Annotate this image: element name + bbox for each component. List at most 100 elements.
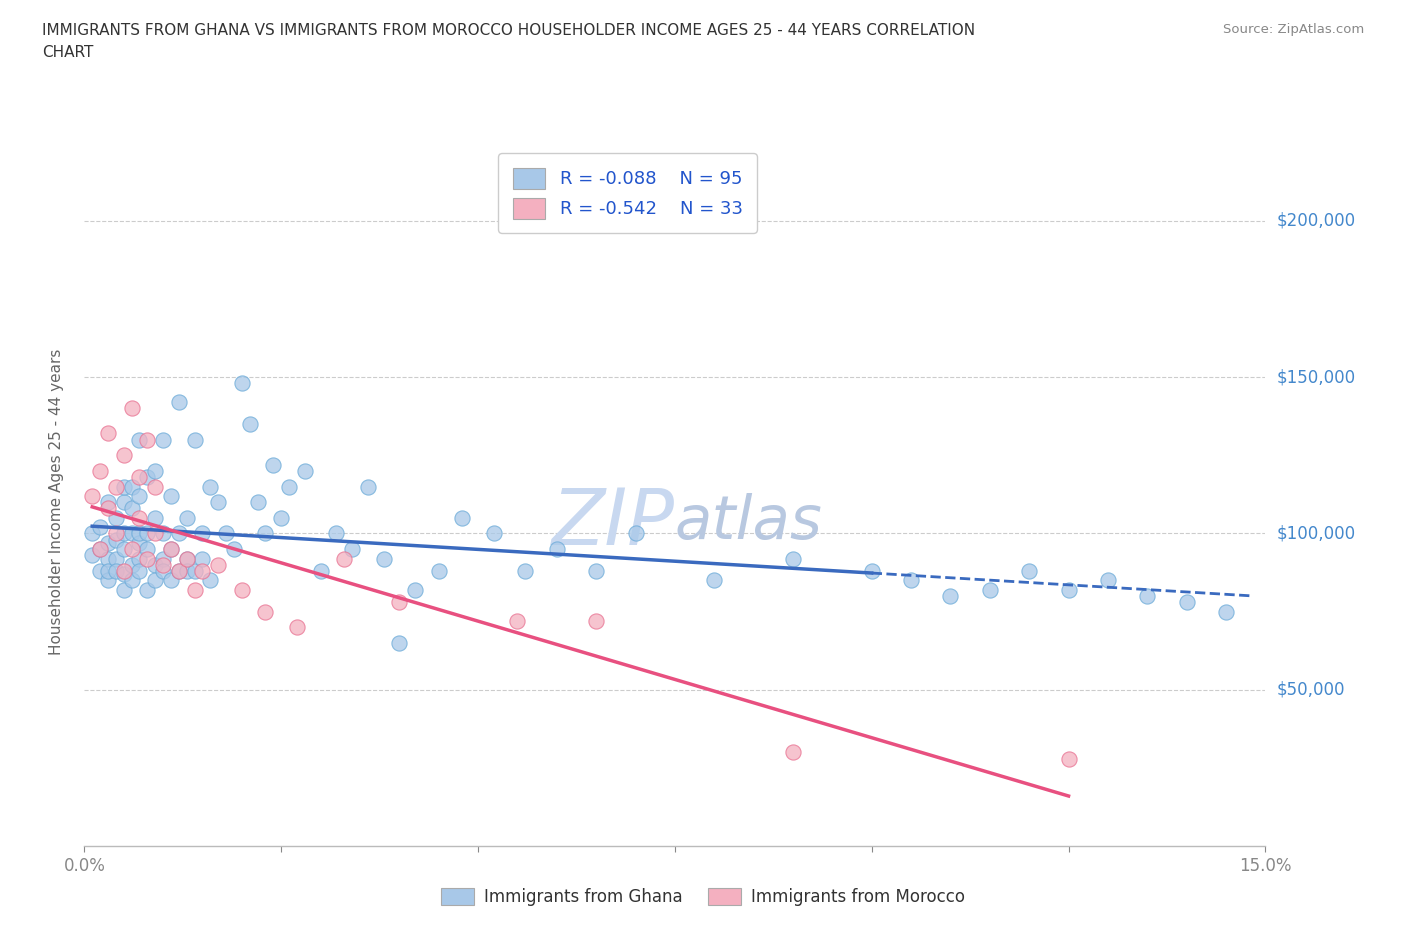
Point	[215, 526, 238, 541]
Point	[104, 479, 127, 494]
Point	[152, 557, 174, 572]
Point	[624, 526, 647, 541]
Point	[104, 511, 127, 525]
Point	[128, 526, 150, 541]
Point	[176, 551, 198, 566]
Point	[1175, 595, 1198, 610]
Point	[128, 488, 150, 503]
Point	[427, 564, 450, 578]
Point	[97, 501, 120, 516]
Text: $150,000: $150,000	[1277, 368, 1355, 386]
Text: $100,000: $100,000	[1277, 525, 1355, 542]
Point	[207, 495, 229, 510]
Point	[143, 463, 166, 478]
Point	[222, 541, 245, 556]
Point	[112, 448, 135, 463]
Point	[136, 526, 159, 541]
Point	[703, 573, 725, 588]
Point	[191, 526, 214, 541]
Point	[97, 573, 120, 588]
Point	[89, 463, 111, 478]
Point	[128, 536, 150, 551]
Point	[270, 511, 292, 525]
Point	[136, 551, 159, 566]
Point	[231, 376, 253, 391]
Point	[388, 595, 411, 610]
Point	[160, 573, 183, 588]
Text: Source: ZipAtlas.com: Source: ZipAtlas.com	[1223, 23, 1364, 36]
Point	[333, 551, 356, 566]
Legend: Immigrants from Ghana, Immigrants from Morocco: Immigrants from Ghana, Immigrants from M…	[434, 881, 972, 912]
Point	[136, 470, 159, 485]
Text: IMMIGRANTS FROM GHANA VS IMMIGRANTS FROM MOROCCO HOUSEHOLDER INCOME AGES 25 - 44: IMMIGRANTS FROM GHANA VS IMMIGRANTS FROM…	[42, 23, 976, 38]
Text: atlas: atlas	[675, 493, 823, 552]
Point	[121, 526, 143, 541]
Point	[782, 551, 804, 566]
Point	[121, 501, 143, 516]
Point	[112, 582, 135, 597]
Point	[121, 401, 143, 416]
Point	[89, 541, 111, 556]
Point	[939, 589, 962, 604]
Point	[143, 526, 166, 541]
Point	[152, 526, 174, 541]
Point	[176, 564, 198, 578]
Point	[97, 426, 120, 441]
Point	[89, 520, 111, 535]
Text: $200,000: $200,000	[1277, 212, 1355, 230]
Point	[128, 432, 150, 447]
Point	[104, 551, 127, 566]
Point	[231, 582, 253, 597]
Point	[82, 526, 104, 541]
Point	[1136, 589, 1159, 604]
Point	[121, 573, 143, 588]
Point	[1215, 604, 1237, 619]
Point	[200, 479, 222, 494]
Point	[160, 488, 183, 503]
Point	[128, 511, 150, 525]
Y-axis label: Householder Income Ages 25 - 44 years: Householder Income Ages 25 - 44 years	[49, 349, 63, 656]
Legend: R = -0.088    N = 95, R = -0.542    N = 33: R = -0.088 N = 95, R = -0.542 N = 33	[498, 153, 756, 233]
Point	[176, 551, 198, 566]
Point	[167, 526, 190, 541]
Point	[89, 564, 111, 578]
Point	[1097, 573, 1119, 588]
Point	[112, 566, 135, 581]
Point	[183, 432, 205, 447]
Point	[143, 511, 166, 525]
Point	[1057, 751, 1080, 766]
Point	[112, 479, 135, 494]
Point	[104, 526, 127, 541]
Point	[183, 582, 205, 597]
Point	[262, 458, 284, 472]
Point	[97, 495, 120, 510]
Point	[979, 582, 1001, 597]
Point	[143, 557, 166, 572]
Point	[97, 551, 120, 566]
Point	[97, 564, 120, 578]
Point	[451, 511, 474, 525]
Point	[246, 495, 269, 510]
Point	[325, 526, 347, 541]
Point	[112, 564, 135, 578]
Point	[167, 564, 190, 578]
Point	[121, 541, 143, 556]
Point	[340, 541, 363, 556]
Point	[128, 470, 150, 485]
Point	[176, 511, 198, 525]
Point	[309, 564, 332, 578]
Point	[183, 564, 205, 578]
Point	[373, 551, 395, 566]
Point	[152, 432, 174, 447]
Point	[191, 551, 214, 566]
Point	[506, 614, 529, 629]
Point	[136, 432, 159, 447]
Point	[82, 548, 104, 563]
Point	[1018, 564, 1040, 578]
Point	[278, 479, 301, 494]
Point	[136, 541, 159, 556]
Point	[167, 564, 190, 578]
Text: CHART: CHART	[42, 45, 94, 60]
Point	[515, 564, 537, 578]
Point	[357, 479, 380, 494]
